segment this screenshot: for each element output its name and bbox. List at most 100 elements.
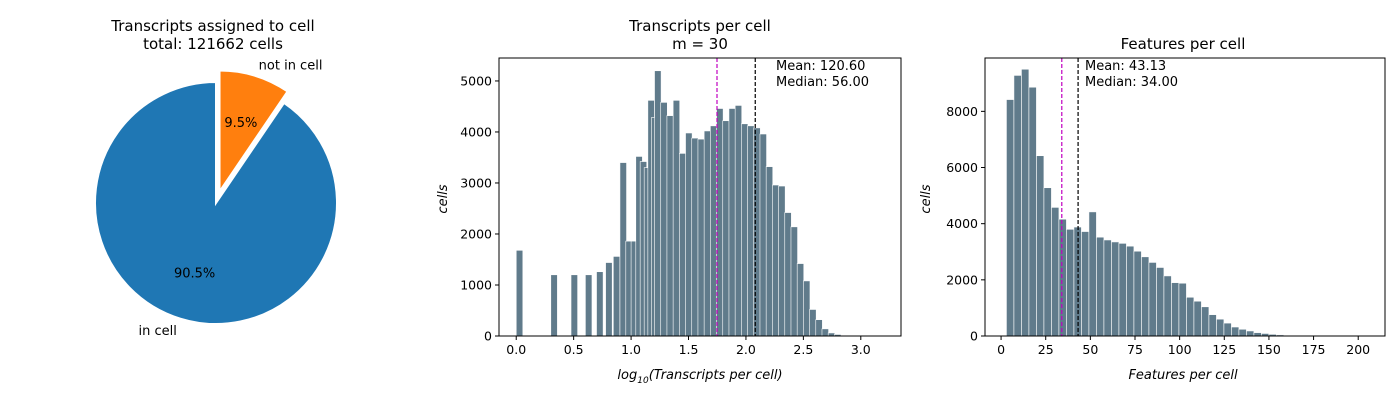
hist-bar: [796, 263, 805, 337]
hist-bar: [1141, 256, 1150, 337]
hist-bar: [772, 184, 780, 337]
hist2-median-label: Median: 34.00: [1085, 75, 1178, 90]
hist-bar: [1111, 241, 1120, 337]
hist-bar: [1178, 282, 1187, 337]
hist-bar: [821, 328, 829, 337]
y-tick-label: 4000: [946, 216, 978, 231]
hist-bar: [1231, 326, 1240, 337]
hist-bar: [612, 256, 621, 337]
pie-slice-label: in cell: [139, 324, 177, 339]
x-tick-label: 2.5: [793, 342, 813, 357]
pie-title-line2: total: 121662 cells: [143, 35, 283, 53]
hist2-xlabel: Features per cell: [1128, 368, 1238, 383]
hist-bar: [666, 115, 674, 337]
hist1-xlabel-post: (Transcripts per cell): [649, 368, 783, 383]
hist-bar: [697, 138, 705, 337]
hist-bar: [1088, 211, 1097, 337]
hist-bar: [550, 274, 558, 337]
hist-bar: [1006, 99, 1015, 337]
axes-frame: [984, 57, 1386, 337]
hist1-ylabel: cells: [436, 184, 451, 213]
x-tick-label: 150: [1257, 342, 1281, 357]
hist-bar: [605, 262, 613, 337]
hist-bar: [685, 132, 693, 337]
hist-bar: [672, 100, 681, 337]
pie-title-line1: Transcripts assigned to cell: [110, 17, 314, 35]
hist-bar: [790, 226, 798, 337]
hist1-xlabel-pre: log: [617, 368, 637, 383]
x-tick-label: 2.0: [736, 342, 756, 357]
x-tick-label: 0.5: [564, 342, 584, 357]
hist-bar: [1186, 296, 1195, 337]
x-tick-label: 100: [1168, 342, 1192, 357]
hist-bar: [1126, 245, 1135, 337]
hist2-mean-label: Mean: 43.13: [1085, 59, 1166, 74]
hist-bar: [809, 309, 817, 337]
hist-bar: [1058, 218, 1067, 337]
pie-panel: Transcripts assigned to cell total: 1216…: [94, 17, 338, 339]
x-tick-label: 3.0: [851, 342, 871, 357]
pie-pct-label: 9.5%: [224, 116, 257, 131]
hist-bar: [778, 185, 786, 337]
hist-bar: [1216, 318, 1225, 337]
y-tick-label: 1000: [460, 277, 492, 292]
axes-frame: [498, 57, 902, 337]
hist-bar: [1066, 228, 1075, 337]
hist-bar: [660, 102, 668, 337]
pie-slice-not-in-cell: [218, 69, 289, 195]
hist-bar: [1096, 236, 1105, 337]
hist-bar: [1201, 306, 1210, 337]
hist-bar: [710, 125, 718, 337]
hist-bar: [1021, 68, 1030, 337]
hist-bar: [1051, 207, 1060, 337]
y-tick-label: 0: [970, 329, 978, 344]
hist-bar: [596, 271, 604, 337]
x-tick-label: 175: [1302, 342, 1326, 357]
hist-bar: [1238, 328, 1247, 337]
hist-bar: [1028, 86, 1037, 337]
x-tick-label: 1.0: [621, 342, 641, 357]
hist-bar: [1193, 300, 1202, 337]
hist-bar: [679, 153, 687, 337]
y-tick-label: 4000: [460, 124, 492, 139]
pie-pct-label: 90.5%: [174, 266, 215, 281]
pie-slice-in-cell: [94, 80, 338, 325]
hist-bar: [1133, 250, 1142, 337]
y-tick-label: 8000: [946, 104, 978, 119]
hist-bar: [654, 70, 662, 337]
hist-bar: [803, 280, 811, 337]
hist-bar: [1118, 243, 1127, 337]
hist-bar: [703, 130, 712, 337]
hist-bar: [1156, 267, 1165, 337]
hist1-title-line1: Transcripts per cell: [628, 17, 771, 35]
hist-bar: [734, 105, 743, 337]
hist-bar: [1103, 239, 1112, 337]
x-tick-label: 1.5: [679, 342, 699, 357]
hist-bar: [1223, 322, 1232, 337]
hist-bar: [1148, 262, 1157, 337]
hist-bar: [1246, 330, 1255, 337]
x-tick-label: 25: [1038, 342, 1054, 357]
x-tick-label: 0.0: [506, 342, 526, 357]
y-tick-label: 5000: [460, 73, 492, 88]
y-tick-label: 2000: [460, 226, 492, 241]
hist-bar: [784, 212, 792, 337]
hist1-mean-label: Mean: 120.60: [776, 59, 865, 74]
hist-bar: [1171, 282, 1180, 337]
hist1-xlabel: log10(Transcripts per cell): [617, 368, 782, 386]
x-tick-label: 125: [1212, 342, 1236, 357]
hist-bar: [1253, 332, 1262, 337]
hist-bar: [585, 274, 593, 337]
hist-bar: [815, 319, 823, 337]
hist-bar: [1208, 314, 1217, 337]
x-tick-label: 75: [1127, 342, 1143, 357]
hist-bar: [1013, 75, 1022, 337]
hist-bar: [722, 120, 730, 337]
hist-bar: [728, 108, 736, 337]
hist2-title: Features per cell: [1121, 35, 1246, 53]
hist-bar: [570, 274, 578, 337]
hist-bar: [1036, 155, 1045, 337]
hist-bar: [741, 123, 749, 337]
pie-chart: 90.5% in cell 9.5% not in cell: [94, 58, 338, 339]
